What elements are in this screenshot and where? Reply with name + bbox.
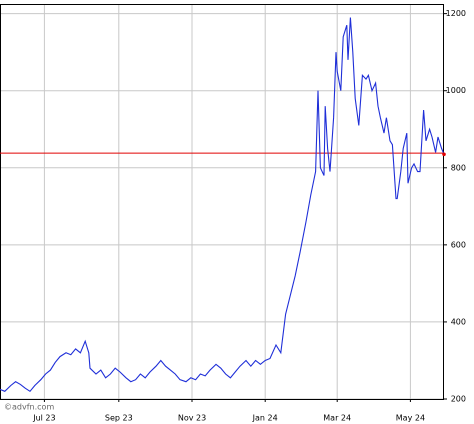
plot-frame: [0, 4, 444, 400]
x-tick-label: Nov 23: [178, 414, 206, 423]
x-tick-label: Jul 23: [32, 414, 55, 423]
x-tick-label: May 24: [396, 414, 425, 423]
watermark: ©advfn.com: [4, 403, 54, 412]
y-tick-label: 400: [451, 317, 466, 326]
x-tick-label: Jan 24: [252, 414, 278, 423]
y-tick-label: 200: [451, 395, 466, 404]
y-tick-label: 600: [451, 240, 466, 249]
price-line: [0, 17, 445, 393]
x-tick-label: Sep 23: [105, 414, 133, 423]
y-tick-label: 1200: [446, 9, 466, 18]
x-tick-label: Mar 24: [323, 414, 351, 423]
y-tick-label: 1000: [446, 86, 466, 95]
last-point: [442, 152, 446, 157]
y-tick-label: 800: [451, 163, 466, 172]
